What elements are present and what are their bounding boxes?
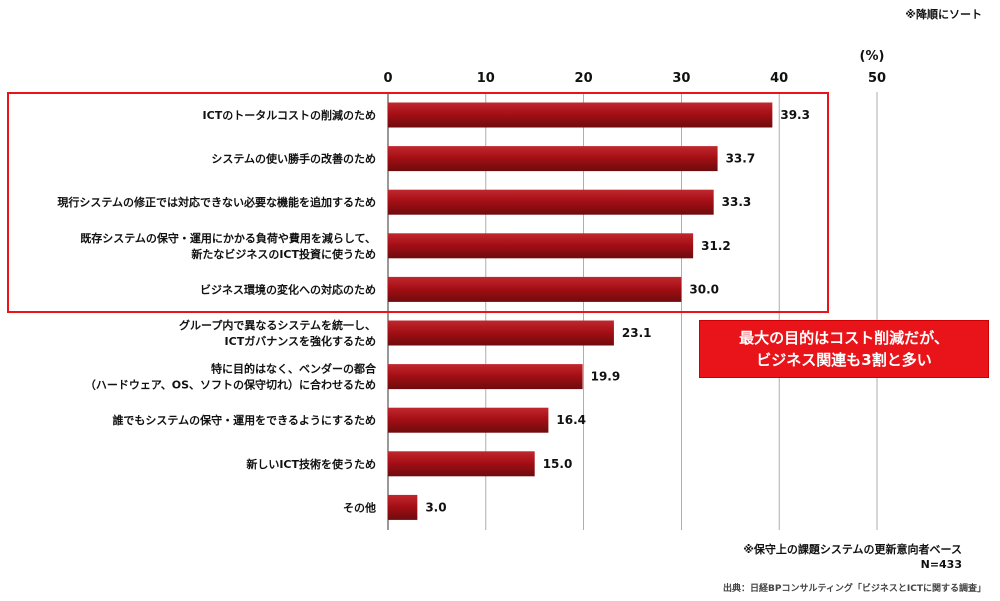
highlight-box <box>7 92 829 313</box>
callout-line-1: 最大の目的はコスト削減だが、 <box>739 329 949 347</box>
x-tick-label: 10 <box>477 71 495 86</box>
bar <box>388 364 583 390</box>
category-label-line: ビジネス環境の変化への対応のため <box>200 282 376 296</box>
category-label-line: 特に目的はなく、ベンダーの都合 <box>211 362 377 376</box>
value-label: 16.4 <box>556 413 586 427</box>
value-label: 39.3 <box>780 108 810 122</box>
category-label-line: 新たなビジネスのICT投資に使うため <box>191 247 376 261</box>
category-label-line: グループ内で異なるシステムを統一し、 <box>179 318 376 332</box>
category-label: 特に目的はなく、ベンダーの都合 （ハードウェア、OS、ソフトの保守切れ）に合わせる… <box>85 362 377 392</box>
category-label: 新しいICT技術を使うため <box>246 457 376 471</box>
value-label: 33.3 <box>722 195 752 209</box>
category-label-line: 誰でもシステムの保守・運用をできるようにするため <box>112 413 376 427</box>
bar <box>388 189 714 215</box>
category-label-line: 既存システムの保守・運用にかかる負荷や費用を減らして、 <box>80 231 376 245</box>
bar <box>388 320 614 346</box>
category-label: 現行システムの修正では対応できない必要な機能を追加するため <box>57 195 376 209</box>
bar <box>388 276 682 302</box>
value-label: 19.9 <box>591 370 621 384</box>
category-labels: ICTのトータルコストの削減のためシステムの使い勝手の改善のため現行システムの修… <box>57 108 377 514</box>
category-label-line: その他 <box>343 500 376 514</box>
x-tick-label: 30 <box>672 71 690 86</box>
bar <box>388 494 418 520</box>
x-tick-label: 40 <box>770 71 788 86</box>
sort-note: ※降順にソート <box>905 8 982 21</box>
bar <box>388 146 718 172</box>
sample-size: N=433 <box>920 558 962 571</box>
category-label: グループ内で異なるシステムを統一し、 ICTガバナンスを強化するため <box>179 318 376 348</box>
value-label: 30.0 <box>689 282 719 296</box>
source-note: 出典：日経BPコンサルティング「ビジネスとICTに関する調査」 <box>722 584 986 594</box>
category-label-line: 新しいICT技術を使うため <box>246 457 376 471</box>
category-label-line: ICTガバナンスを強化するため <box>225 334 376 348</box>
category-label: 既存システムの保守・運用にかかる負荷や費用を減らして、新たなビジネスのICT投資… <box>80 231 376 261</box>
callout-box: 最大の目的はコスト削減だが、 ビジネス関連も3割と多い <box>699 320 989 378</box>
bar <box>388 233 694 259</box>
category-label-line: システムの使い勝手の改善のため <box>211 152 376 166</box>
category-label-line: 現行システムの修正では対応できない必要な機能を追加するため <box>57 195 376 209</box>
category-label: ビジネス環境の変化への対応のため <box>200 282 376 296</box>
value-label: 33.7 <box>726 152 756 166</box>
category-label-line: （ハードウェア、OS、ソフトの保守切れ）に合わせるため <box>85 378 376 392</box>
category-label-line: ICTのトータルコストの削減のため <box>203 108 376 122</box>
x-tick-label: 50 <box>868 71 886 86</box>
value-label: 15.0 <box>543 457 573 471</box>
category-label: ICTのトータルコストの削減のため <box>203 108 376 122</box>
category-label: その他 <box>343 500 376 514</box>
unit-label: (%) <box>860 49 885 64</box>
value-label: 23.1 <box>622 326 652 340</box>
value-labels: 39.3 33.7 33.3 31.2 30.0 23.1 19.9 16.4 15.0 3.0 <box>425 108 810 514</box>
value-label: 3.0 <box>425 500 446 514</box>
x-tick-label: 20 <box>575 71 593 86</box>
category-label: 誰でもシステムの保守・運用をできるようにするため <box>112 413 376 427</box>
base-note: ※保守上の課題システムの更新意向者ベース N=433 <box>743 542 962 572</box>
x-tick-label: 0 <box>383 71 392 86</box>
bar <box>388 102 773 128</box>
category-label: システムの使い勝手の改善のため <box>211 152 376 166</box>
x-axis-ticks: 0 10 20 30 40 50 <box>383 71 886 86</box>
callout-line-2: ビジネス関連も3割と多い <box>756 351 932 369</box>
bar <box>388 407 549 433</box>
value-label: 31.2 <box>701 239 731 253</box>
bars <box>388 102 773 520</box>
base-note-line-1: ※保守上の課題システムの更新意向者ベース <box>743 543 962 556</box>
bar <box>388 451 535 477</box>
